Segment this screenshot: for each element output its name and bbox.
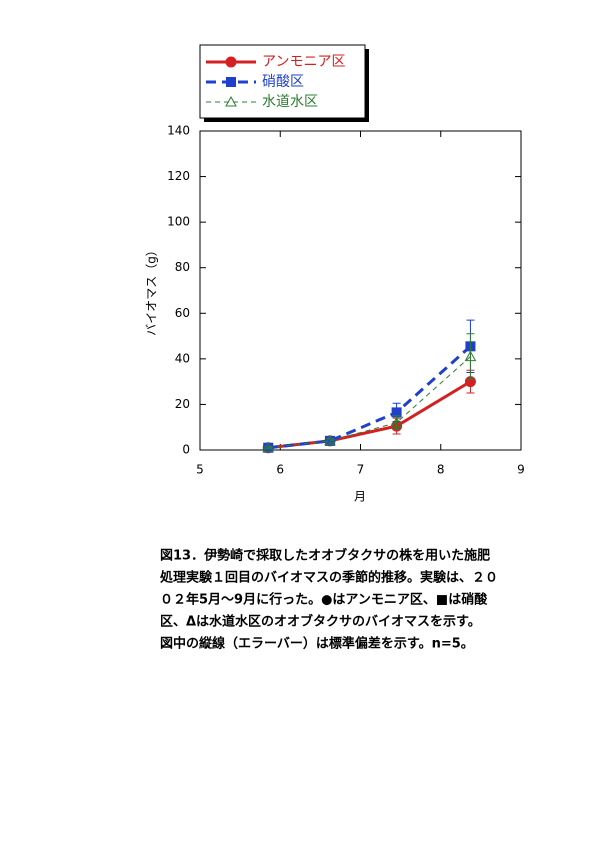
- y-axis-label: バイオマス（g）: [145, 244, 159, 336]
- y-tick-label: 80: [175, 260, 190, 274]
- plot-frame: [199, 130, 522, 451]
- y-tick-label: 60: [175, 306, 190, 320]
- error-bar: [326, 438, 335, 444]
- series-line: [268, 345, 472, 450]
- x-axis-label: 月: [354, 490, 366, 504]
- legend-marker: [225, 56, 237, 68]
- error-bar: [466, 333, 475, 380]
- legend-marker: [226, 77, 236, 87]
- y-tick-label: 140: [167, 124, 190, 138]
- y-tick-label: 120: [167, 169, 190, 183]
- legend-label: 水道水区: [262, 94, 318, 110]
- y-tick-label: 40: [175, 351, 190, 365]
- x-tick-label: 5: [196, 463, 204, 477]
- caption-line: 図13．伊勢崎で採取したオオブタクサの株を用いた施肥: [160, 548, 490, 564]
- x-tick-label: 8: [437, 463, 445, 477]
- y-tick-label: 0: [182, 443, 190, 457]
- legend-label: 硝酸区: [262, 74, 304, 90]
- data-point: [324, 434, 336, 446]
- y-tick-label: 20: [175, 397, 190, 411]
- y-tick-label: 100: [167, 215, 190, 229]
- x-tick-label: 7: [357, 463, 365, 477]
- legend-label: アンモニア区: [262, 54, 345, 70]
- data-point: [390, 416, 403, 428]
- legend-marker: [225, 95, 237, 107]
- series-line: [268, 356, 471, 449]
- data-point: [391, 407, 402, 418]
- caption-line: 図中の縦線（エラーバー）は標準偏差を示す。n=5。: [160, 636, 474, 652]
- series-line: [268, 380, 472, 450]
- data-point: [262, 441, 275, 453]
- caption-line: 区、Δは水道水区のオオブタクサのバイオマスを示す。: [160, 614, 481, 630]
- caption-line: 処理実験１回目のバイオマスの季節的推移。実験は、２０: [159, 570, 498, 586]
- data-point: [464, 350, 477, 362]
- x-tick-label: 6: [276, 463, 284, 477]
- x-tick-label: 9: [517, 463, 525, 477]
- caption-line: ０２年5月～9月に行った。●はアンモニア区、■は硝酸: [160, 592, 488, 608]
